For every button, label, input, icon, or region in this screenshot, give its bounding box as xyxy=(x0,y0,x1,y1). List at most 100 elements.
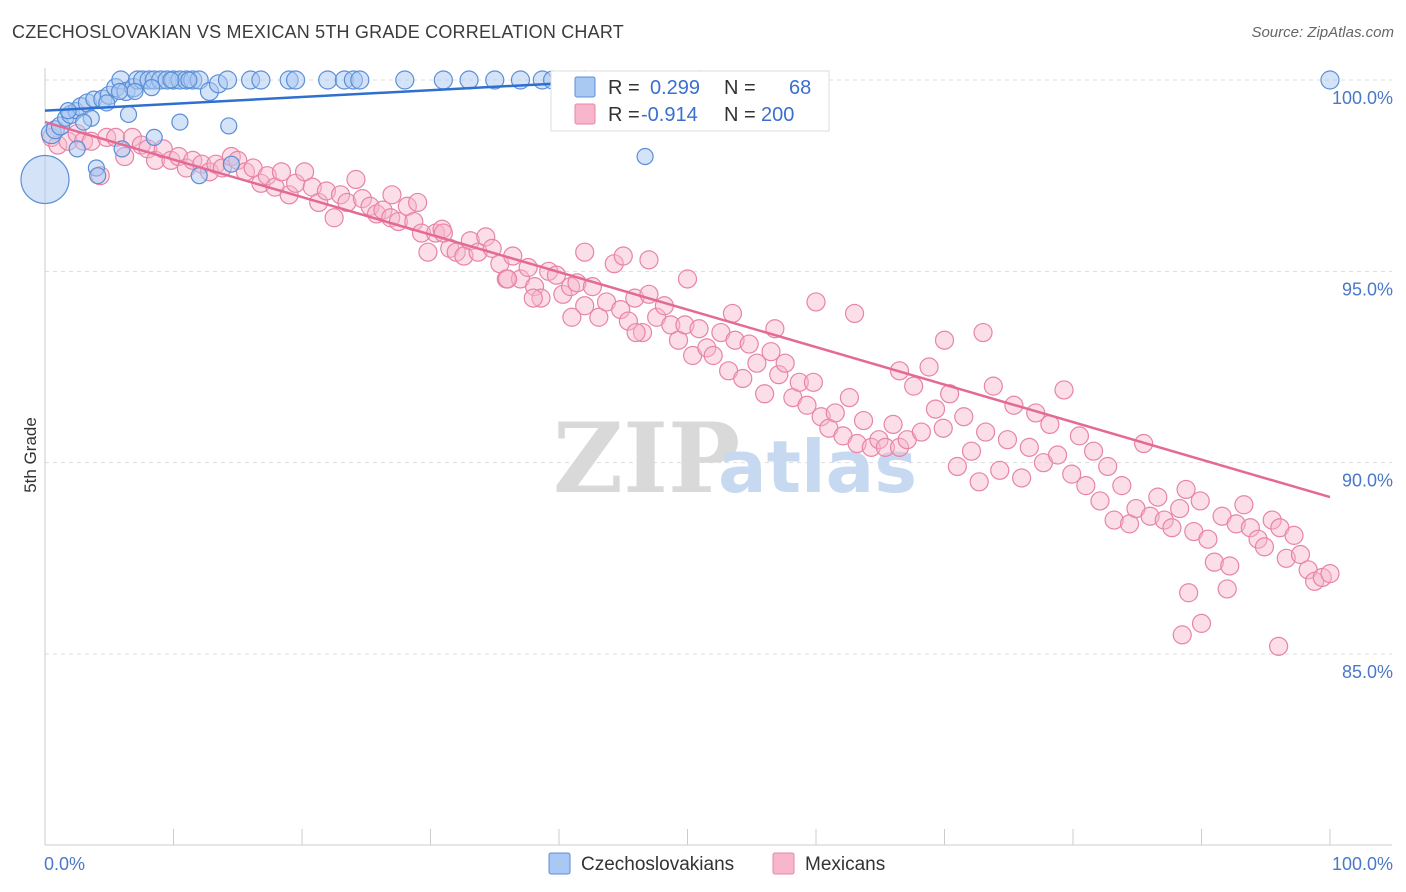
x-tick-labels: 0.0% 100.0% xyxy=(44,854,1393,874)
mexican-point xyxy=(613,246,633,266)
mexican-point xyxy=(257,166,277,186)
mexican-points xyxy=(41,123,1340,656)
bottom-legend-mexican: Mexicans xyxy=(805,854,885,875)
mexican-point xyxy=(294,162,315,182)
mexican-point xyxy=(869,430,889,450)
mexican-point xyxy=(761,342,781,362)
bottom-legend-czech: Czechoslovakians xyxy=(581,854,734,875)
mexican-point xyxy=(271,162,292,182)
czech-point xyxy=(171,113,189,131)
czech-point xyxy=(89,167,107,185)
mexican-point xyxy=(811,407,831,427)
mexican-point xyxy=(1284,525,1304,545)
legend-swatch-mexican xyxy=(574,103,596,125)
mexican-point xyxy=(733,368,753,389)
mexican-point xyxy=(330,185,351,205)
trend-lines xyxy=(44,78,1331,499)
mexican-point xyxy=(973,322,993,343)
mexican-point xyxy=(408,192,428,213)
czech-point xyxy=(220,117,238,135)
mexican-point xyxy=(697,338,717,358)
mexican-point xyxy=(1098,456,1118,477)
czech-point xyxy=(68,140,86,158)
czech-point xyxy=(251,70,271,90)
mexican-point xyxy=(1011,468,1032,488)
mexican-point xyxy=(1148,487,1168,507)
bottom-legend-swatch-czech xyxy=(548,852,571,875)
mexican-point xyxy=(1112,476,1132,496)
mexican-point xyxy=(983,376,1003,396)
mexican-point xyxy=(703,345,723,366)
mexican-point xyxy=(675,315,695,335)
mexican-point xyxy=(1320,564,1340,584)
czech-point xyxy=(350,70,370,90)
legend-n-label-czech: N = xyxy=(724,77,756,99)
mexican-point xyxy=(523,288,543,308)
mexican-point xyxy=(861,437,881,457)
mexican-point xyxy=(562,307,582,327)
mexican-point xyxy=(677,269,698,289)
mexican-point xyxy=(739,334,759,354)
mexican-point xyxy=(933,418,953,438)
czech-point xyxy=(285,70,306,90)
mexican-point xyxy=(839,388,860,408)
mexican-point xyxy=(844,303,865,324)
mexican-point xyxy=(789,372,809,392)
mexican-point xyxy=(806,292,826,312)
y-tick-labels: 100.0% 95.0% 90.0% 85.0% xyxy=(1332,88,1393,682)
czech-point xyxy=(74,113,93,131)
mexican-point xyxy=(853,410,874,431)
mexican-point xyxy=(797,395,817,415)
mexican-point xyxy=(1190,491,1210,511)
mexican-point xyxy=(1076,476,1096,496)
czech-points xyxy=(20,70,1340,205)
mexican-point xyxy=(940,384,960,404)
mexican-point xyxy=(382,185,402,205)
legend-r-value-czech: 0.299 xyxy=(650,77,700,99)
mexican-point xyxy=(747,353,767,373)
mexican-point xyxy=(1179,583,1199,603)
chart-title: CZECHOSLOVAKIAN VS MEXICAN 5TH GRADE COR… xyxy=(12,22,624,42)
czech-point xyxy=(20,154,70,205)
mexican-point xyxy=(725,330,745,350)
bottom-legend-swatch-mexican xyxy=(772,852,795,875)
mexican-point xyxy=(589,307,609,327)
mexican-point xyxy=(1276,548,1296,568)
legend-box: R = 0.299 N = 68 R = -0.914 N = 200 xyxy=(550,70,830,132)
mexican-point xyxy=(1234,495,1254,515)
source-label: Source: ZipAtlas.com xyxy=(1251,24,1394,41)
mexican-point xyxy=(611,300,631,320)
mexican-point xyxy=(575,296,595,316)
legend-swatch-czech xyxy=(574,76,596,98)
mexican-point xyxy=(352,189,372,209)
mexican-point xyxy=(1154,510,1174,530)
mexican-point xyxy=(803,372,824,392)
mexican-point xyxy=(1162,518,1182,538)
czech-point xyxy=(222,155,240,173)
legend-n-value-mexican: 200 xyxy=(761,104,794,126)
mexican-point xyxy=(553,284,573,304)
mexican-point xyxy=(969,472,989,492)
mexican-point xyxy=(476,227,496,247)
x-tick-label-min: 0.0% xyxy=(44,854,85,874)
czech-trend-line xyxy=(44,78,624,112)
mexican-point xyxy=(847,433,867,454)
mexican-point xyxy=(825,403,845,423)
mexican-point xyxy=(1204,552,1224,572)
x-tick-label-max: 100.0% xyxy=(1332,854,1393,874)
czech-point xyxy=(143,79,161,97)
mexican-point xyxy=(1104,510,1124,530)
mexican-point xyxy=(775,353,795,373)
mexican-point xyxy=(947,456,967,477)
mexican-point xyxy=(961,441,982,461)
bottom-legend: Czechoslovakians Mexicans xyxy=(548,852,885,875)
y-tick-label: 95.0% xyxy=(1342,279,1393,299)
watermark-zip: ZIP xyxy=(553,402,740,515)
czech-point xyxy=(180,71,198,89)
mexican-point xyxy=(373,200,393,220)
mexican-point xyxy=(1054,380,1074,400)
czech-point xyxy=(119,105,138,124)
y-axis-label: 5th Grade xyxy=(21,417,40,493)
czech-point xyxy=(110,82,129,101)
